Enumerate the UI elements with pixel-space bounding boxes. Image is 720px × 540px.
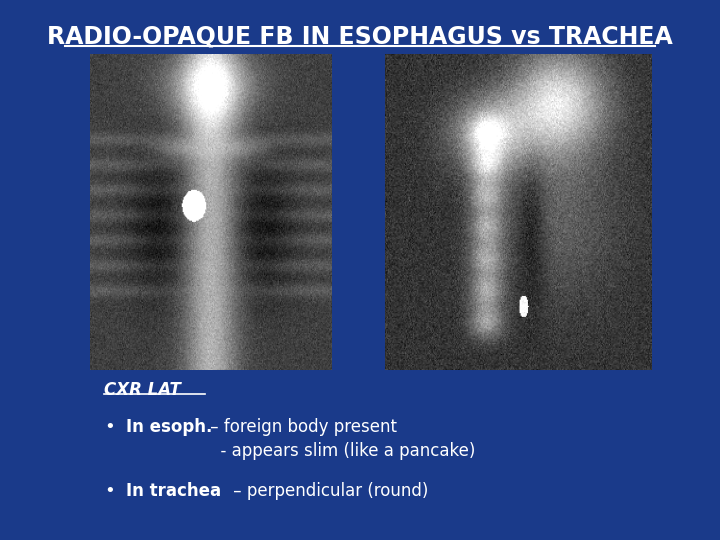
Text: •: • xyxy=(104,418,115,436)
Text: – foreign body present: – foreign body present xyxy=(205,418,397,436)
Text: RADIO-OPAQUE FB IN ESOPHAGUS vs TRACHEA: RADIO-OPAQUE FB IN ESOPHAGUS vs TRACHEA xyxy=(47,24,673,48)
Text: •: • xyxy=(104,482,115,500)
Text: - appears slim (like a pancake): - appears slim (like a pancake) xyxy=(126,442,475,460)
Text: In trachea: In trachea xyxy=(126,482,221,500)
Text: CXR LAT: CXR LAT xyxy=(104,381,181,399)
Text: In esoph.: In esoph. xyxy=(126,418,212,436)
Text: – perpendicular (round): – perpendicular (round) xyxy=(228,482,428,500)
